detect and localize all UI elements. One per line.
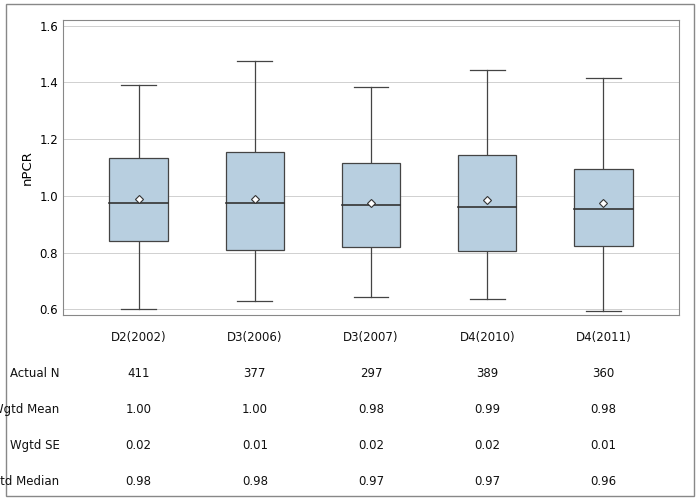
Text: 0.01: 0.01 bbox=[241, 439, 268, 452]
Text: D2(2002): D2(2002) bbox=[111, 331, 167, 344]
Text: 0.02: 0.02 bbox=[358, 439, 384, 452]
Text: 360: 360 bbox=[592, 367, 615, 380]
Text: D3(2007): D3(2007) bbox=[343, 331, 399, 344]
Text: 1.00: 1.00 bbox=[125, 403, 151, 416]
Text: 0.97: 0.97 bbox=[474, 475, 500, 488]
Text: 0.98: 0.98 bbox=[591, 403, 617, 416]
Text: 0.02: 0.02 bbox=[474, 439, 500, 452]
Text: 297: 297 bbox=[360, 367, 382, 380]
Text: D4(2011): D4(2011) bbox=[575, 331, 631, 344]
Text: 411: 411 bbox=[127, 367, 150, 380]
Text: 389: 389 bbox=[476, 367, 498, 380]
FancyBboxPatch shape bbox=[109, 158, 167, 242]
Text: 0.02: 0.02 bbox=[125, 439, 151, 452]
Text: D4(2010): D4(2010) bbox=[459, 331, 515, 344]
Text: D3(2006): D3(2006) bbox=[227, 331, 283, 344]
Text: Wgtd Median: Wgtd Median bbox=[0, 475, 60, 488]
Text: 0.99: 0.99 bbox=[474, 403, 500, 416]
Text: Wgtd Mean: Wgtd Mean bbox=[0, 403, 60, 416]
Text: 0.96: 0.96 bbox=[590, 475, 617, 488]
Text: 0.98: 0.98 bbox=[241, 475, 268, 488]
FancyBboxPatch shape bbox=[458, 154, 517, 251]
Text: Actual N: Actual N bbox=[10, 367, 60, 380]
Text: 377: 377 bbox=[244, 367, 266, 380]
Text: 1.00: 1.00 bbox=[241, 403, 268, 416]
Y-axis label: nPCR: nPCR bbox=[21, 150, 34, 185]
Text: 0.98: 0.98 bbox=[125, 475, 151, 488]
Text: Wgtd SE: Wgtd SE bbox=[10, 439, 60, 452]
FancyBboxPatch shape bbox=[225, 152, 284, 250]
Text: 0.98: 0.98 bbox=[358, 403, 384, 416]
FancyBboxPatch shape bbox=[342, 163, 400, 247]
Text: 0.97: 0.97 bbox=[358, 475, 384, 488]
FancyBboxPatch shape bbox=[575, 169, 633, 246]
Text: 0.01: 0.01 bbox=[591, 439, 617, 452]
